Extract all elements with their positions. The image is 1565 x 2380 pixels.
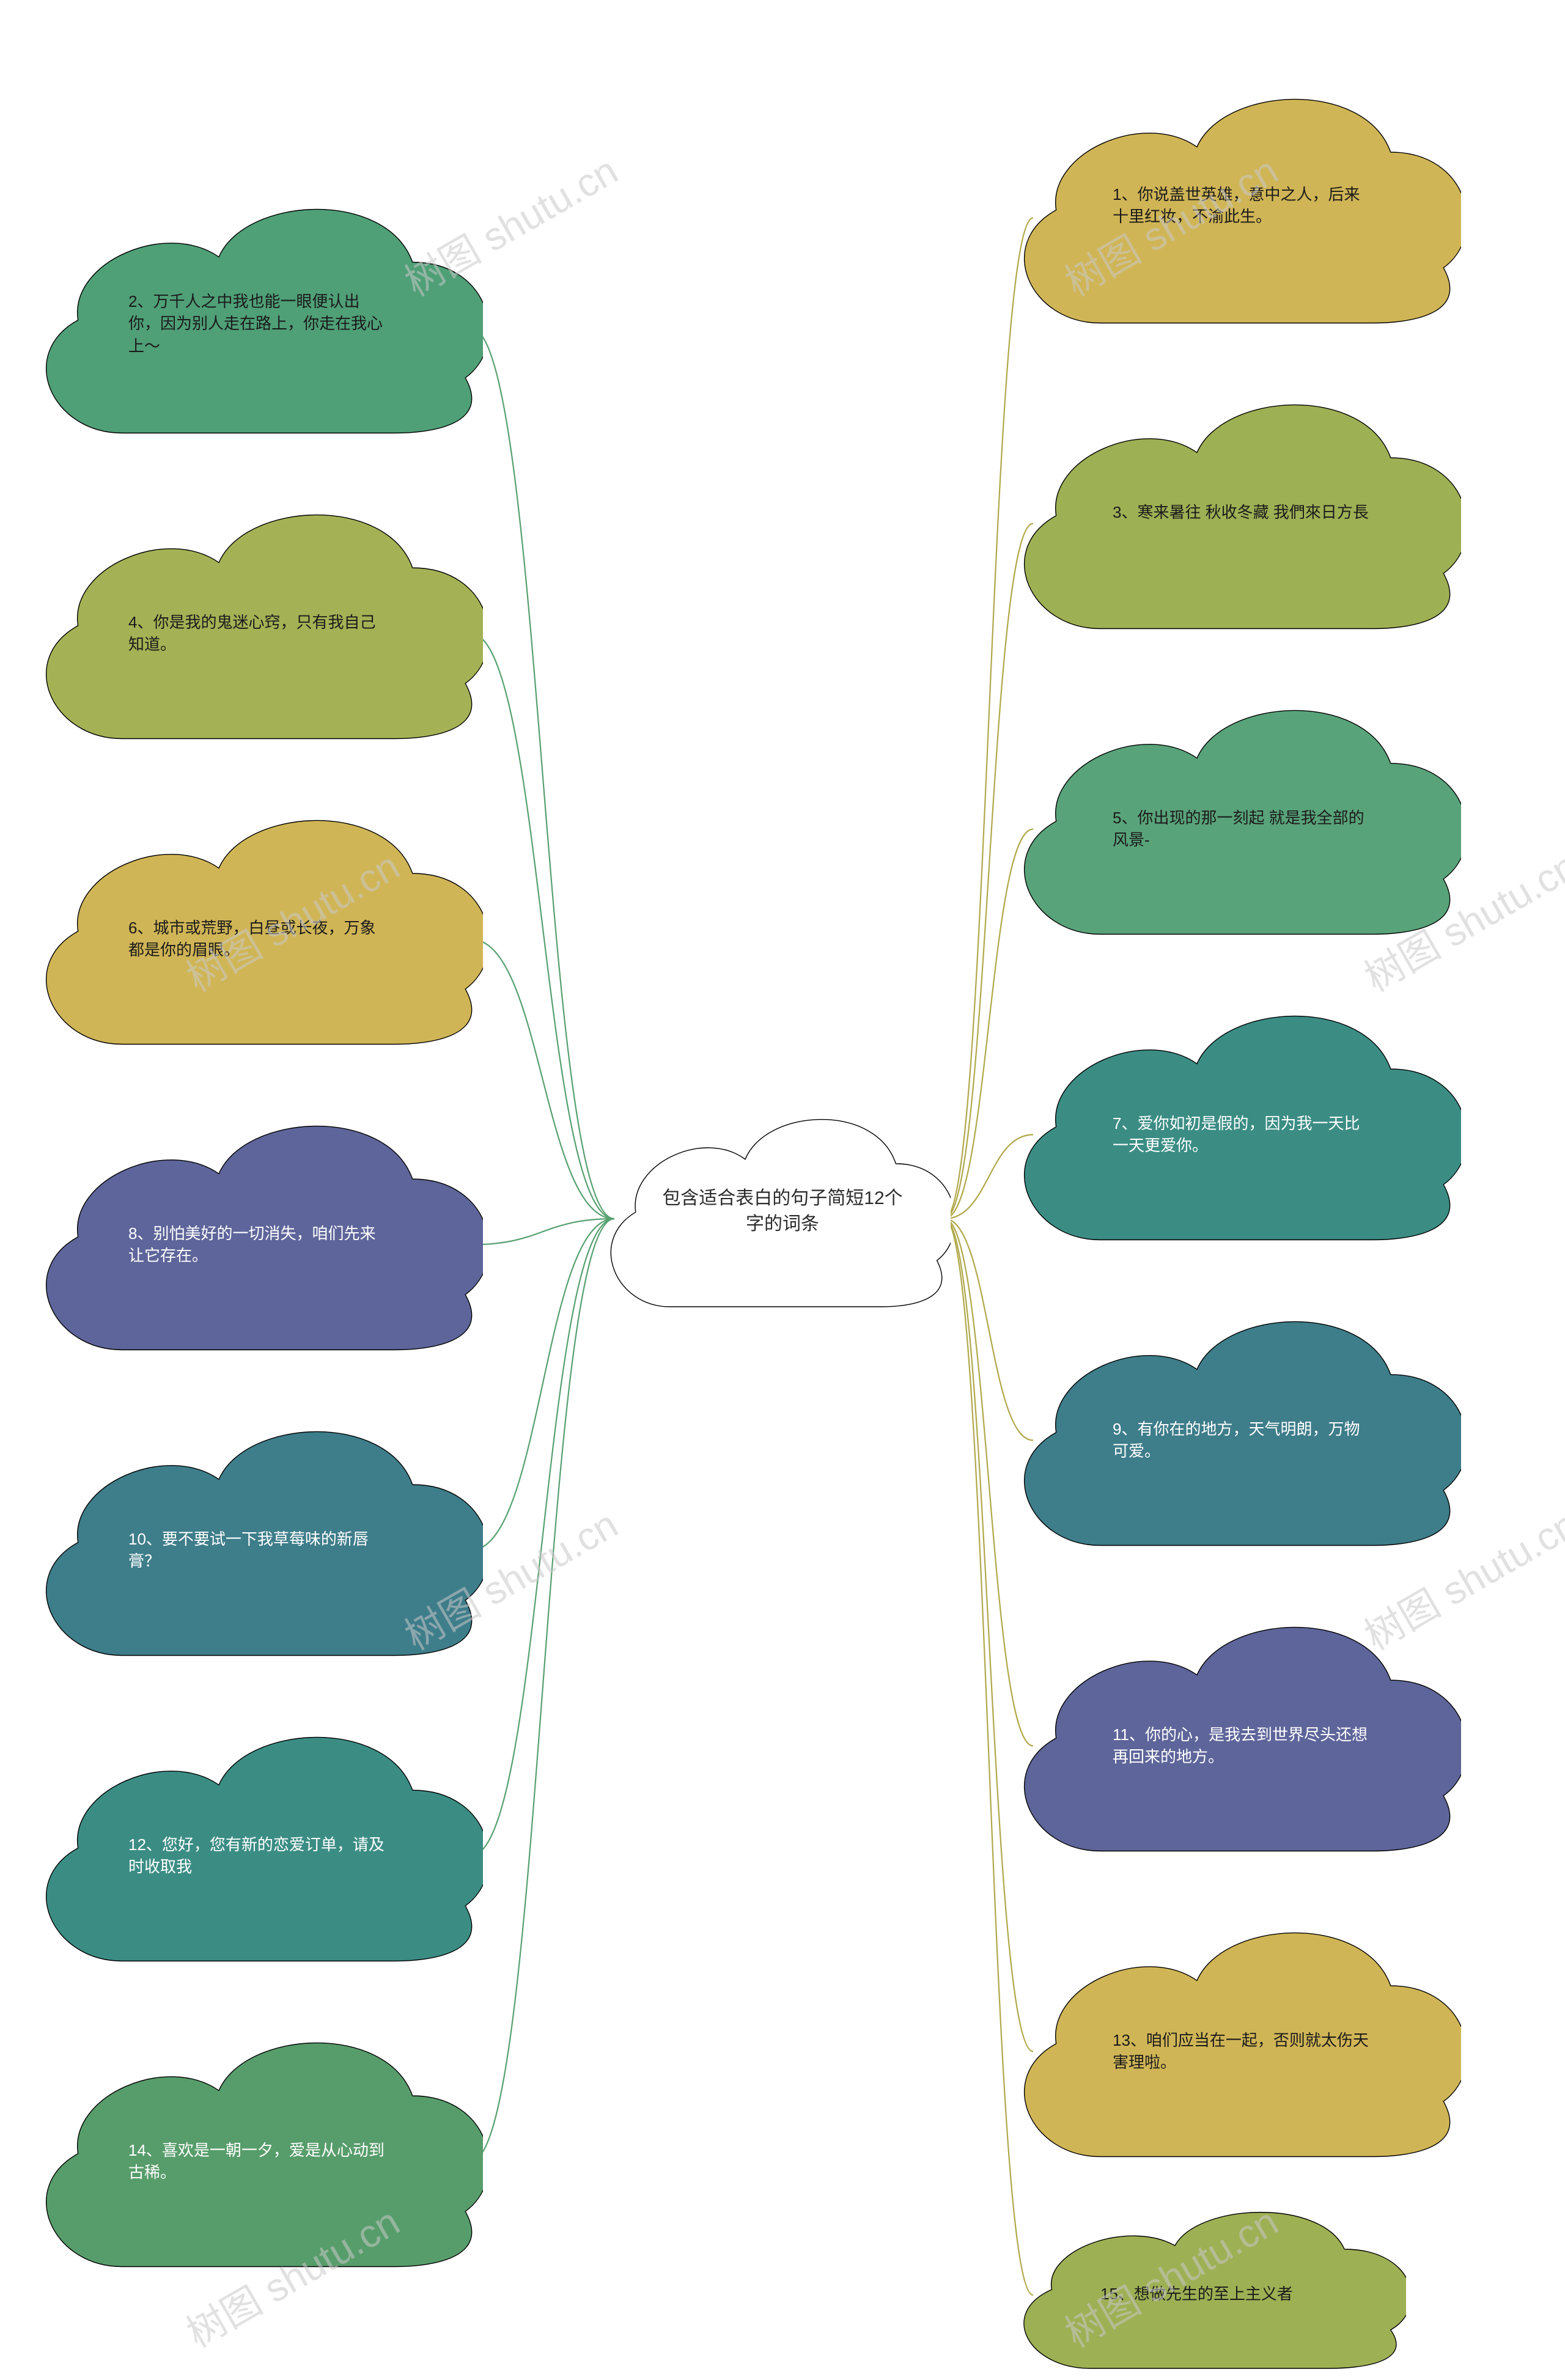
connector-line bbox=[945, 1219, 1033, 1746]
connector-line bbox=[471, 1219, 614, 1551]
node-label: 11、你的心，是我去到世界尽头还想再回来的地方。 bbox=[1113, 1724, 1369, 1768]
branch-node: 10、要不要试一下我草莓味的新唇膏？ bbox=[43, 1406, 483, 1669]
branch-node: 15、想做先生的至上主义者 bbox=[1021, 2194, 1406, 2378]
connector-line bbox=[471, 634, 614, 1219]
connector-line bbox=[945, 1219, 1033, 2295]
node-label: 10、要不要试一下我草莓味的新唇膏？ bbox=[128, 1528, 385, 1573]
branch-node: 12、您好，您有新的恋爱订单，请及时收取我 bbox=[43, 1711, 483, 1974]
node-label: 8、别怕美好的一切消失，咱们先来让它存在。 bbox=[128, 1222, 385, 1267]
node-label: 13、咱们应当在一起，否则就太伤天害理啦。 bbox=[1113, 2029, 1369, 2074]
node-label: 包含适合表白的句子简短12个字的词条 bbox=[660, 1186, 905, 1237]
node-label: 6、城市或荒野，白昼或长夜，万象都是你的眉眼。 bbox=[128, 917, 385, 961]
connector-line bbox=[945, 1219, 1033, 1441]
center-node: 包含适合表白的句子简短12个字的词条 bbox=[608, 1098, 951, 1318]
branch-node: 14、喜欢是一朝一夕，爱是从心动到古稀。 bbox=[43, 2017, 483, 2280]
branch-node: 2、万千人之中我也能一眼便认出你，因为别人走在路上，你走在我心上～ bbox=[43, 183, 483, 446]
branch-node: 9、有你在的地方，天气明朗，万物可爱。 bbox=[1021, 1296, 1461, 1559]
node-label: 1、你说盖世英雄，意中之人，后来十里红妆，不渝此生。 bbox=[1113, 183, 1369, 228]
connector-line bbox=[945, 218, 1033, 1219]
diagram-canvas: 包含适合表白的句子简短12个字的词条 2、万千人之中我也能一眼便认出你，因为别人走… bbox=[0, 0, 1565, 2380]
node-label: 15、想做先生的至上主义者 bbox=[1100, 2283, 1333, 2305]
node-label: 7、爱你如初是假的，因为我一天比一天更爱你。 bbox=[1113, 1112, 1369, 1157]
connector-line bbox=[945, 1219, 1033, 2052]
branch-node: 8、别怕美好的一切消失，咱们先来让它存在。 bbox=[43, 1100, 483, 1363]
connector-line bbox=[471, 328, 614, 1219]
node-label: 4、你是我的鬼迷心窍，只有我自己知道。 bbox=[128, 611, 385, 656]
connector-line bbox=[471, 1219, 614, 1856]
connector-line bbox=[945, 1135, 1033, 1219]
branch-node: 11、你的心，是我去到世界尽头还想再回来的地方。 bbox=[1021, 1601, 1461, 1864]
connector-line bbox=[945, 524, 1033, 1219]
node-label: 12、您好，您有新的恋爱订单，请及时收取我 bbox=[128, 1834, 385, 1878]
branch-node: 13、咱们应当在一起，否则就太伤天害理啦。 bbox=[1021, 1907, 1461, 2170]
branch-node: 6、城市或荒野，白昼或长夜，万象都是你的眉眼。 bbox=[43, 795, 483, 1057]
branch-node: 3、寒来暑往 秋收冬藏 我們來日方長 bbox=[1021, 379, 1461, 642]
branch-node: 4、你是我的鬼迷心窍，只有我自己知道。 bbox=[43, 489, 483, 752]
node-label: 9、有你在的地方，天气明朗，万物可爱。 bbox=[1113, 1418, 1369, 1463]
connector-line bbox=[471, 1219, 614, 1245]
branch-node: 5、你出现的那一刻起 就是我全部的风景- bbox=[1021, 685, 1461, 947]
connector-line bbox=[945, 829, 1033, 1219]
connector-line bbox=[471, 1219, 614, 2162]
branch-node: 7、爱你如初是假的，因为我一天比一天更爱你。 bbox=[1021, 990, 1461, 1253]
node-label: 14、喜欢是一朝一夕，爱是从心动到古稀。 bbox=[128, 2139, 385, 2184]
node-label: 2、万千人之中我也能一眼便认出你，因为别人走在路上，你走在我心上～ bbox=[128, 290, 391, 357]
node-label: 5、你出现的那一刻起 就是我全部的风景- bbox=[1113, 807, 1369, 851]
connector-line bbox=[471, 939, 614, 1219]
branch-node: 1、你说盖世英雄，意中之人，后来十里红妆，不渝此生。 bbox=[1021, 73, 1461, 336]
node-label: 3、寒来暑往 秋收冬藏 我們來日方長 bbox=[1113, 501, 1369, 523]
